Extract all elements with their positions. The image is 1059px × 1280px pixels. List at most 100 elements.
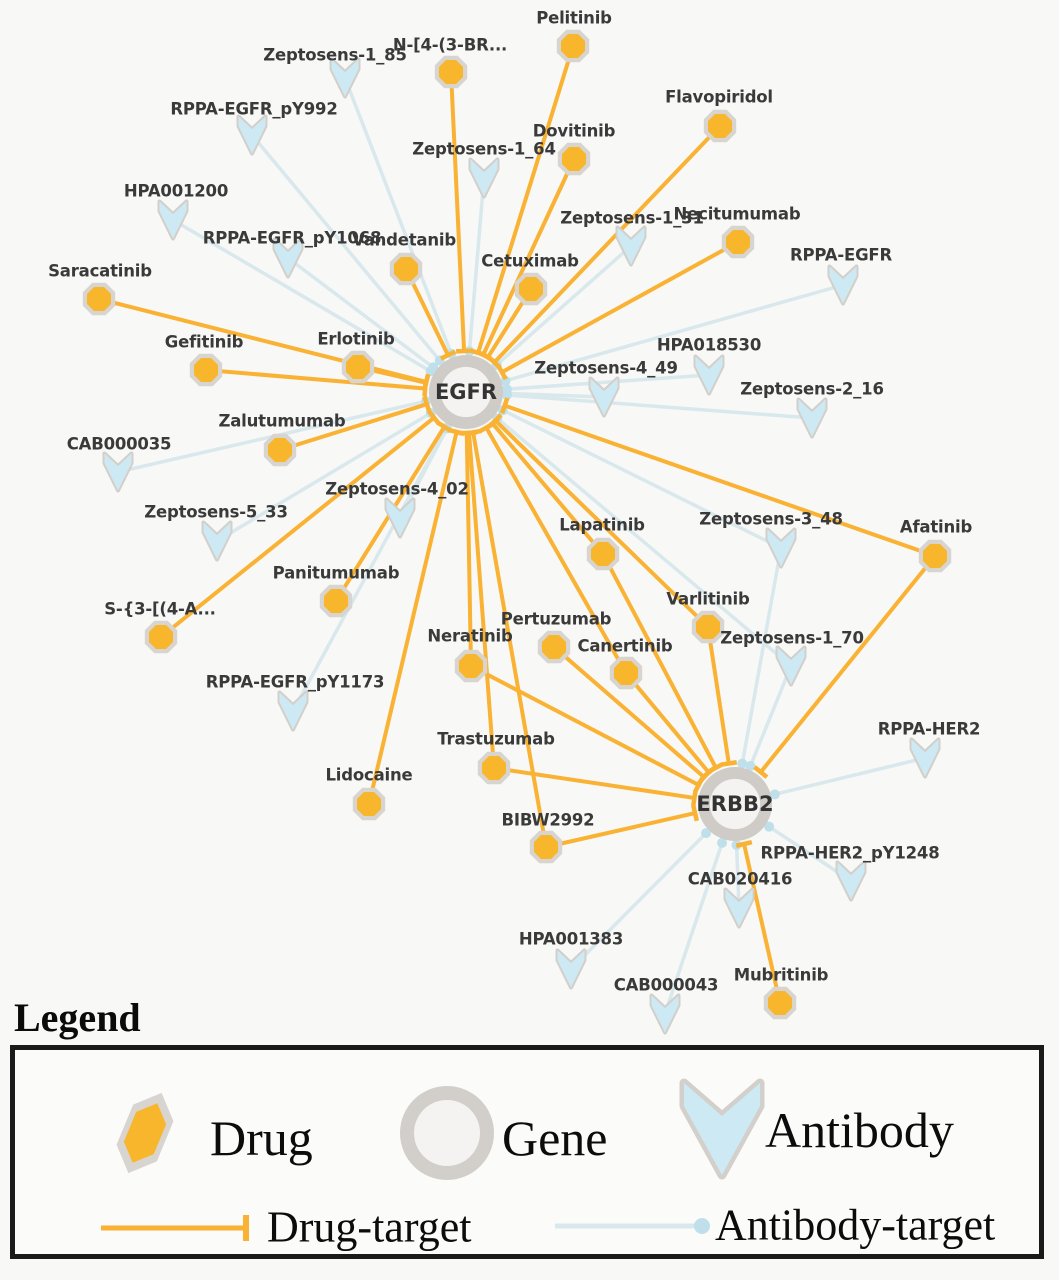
node-drug-lapatinib: [586, 537, 620, 571]
node-drug-necitumumab: [721, 225, 755, 259]
node-label-pertuzumab: Pertuzumab: [501, 610, 612, 629]
edge-drug-target-mubritinib-erbb2: [735, 840, 782, 1004]
node-label-rppa-her2: RPPA-HER2: [878, 720, 980, 739]
antibody-target-edge-icon: [555, 1218, 710, 1234]
node-label-neratinib: Neratinib: [427, 627, 513, 646]
edge-antibody-target-zeptosens-1-70-erbb2: [745, 665, 793, 772]
node-antibody-hpa001383: [555, 948, 587, 990]
edge-drug-target-zalutumumab-egfr: [279, 395, 432, 452]
node-label-panitumumab: Panitumumab: [273, 564, 400, 583]
edge-antibody-target-zeptosens-2-16-egfr: [501, 390, 813, 420]
node-antibody-hpa018530: [693, 354, 725, 396]
node-label-cab000035: CAB000035: [67, 435, 172, 454]
node-antibody-cab000043: [649, 993, 681, 1035]
node-label-zeptosens-4-02: Zeptosens-4_02: [325, 480, 469, 499]
node-label-zeptosens-1-70: Zeptosens-1_70: [720, 629, 864, 648]
node-label-dovitinib: Dovitinib: [533, 122, 616, 141]
node-drug-dovitinib: [557, 142, 591, 176]
node-label-hpa018530: HPA018530: [657, 336, 761, 355]
edge-antibody-target-rppa-egfr-py1068-egfr: [286, 256, 439, 373]
node-antibody-zeptosens-1-31: [615, 225, 647, 267]
legend-box: Drug Gene Antibody Drug-target Antibody-…: [10, 1045, 1044, 1259]
edge-drug-target-afatinib-egfr: [499, 397, 936, 558]
node-label-zeptosens-4-49: Zeptosens-4_49: [534, 359, 678, 378]
node-drug-erlotinib: [341, 350, 375, 384]
node-drug-afatinib: [918, 539, 952, 573]
node-antibody-rppa-her2: [909, 737, 941, 779]
node-drug-pelitinib: [556, 29, 590, 63]
node-label-lidocaine: Lidocaine: [325, 766, 412, 785]
node-label-hpa001383: HPA001383: [519, 930, 623, 949]
edge-drug-target-s-3-4-a-egfr: [159, 410, 441, 639]
gene-node-icon: [400, 1086, 494, 1180]
node-drug-canertinib: [609, 656, 643, 690]
node-drug-flavopiridol: [703, 109, 737, 143]
node-drug-n-4-3-br: [434, 55, 468, 89]
node-antibody-rppa-egfr-py992: [236, 114, 268, 156]
node-antibody-zeptosens-4-02: [384, 497, 416, 539]
node-label-zeptosens-5-33: Zeptosens-5_33: [144, 503, 288, 522]
node-antibody-cab000035: [102, 451, 134, 493]
node-label-rppa-egfr-py1173: RPPA-EGFR_pY1173: [206, 673, 385, 692]
drug-target-edge-icon: [101, 1215, 249, 1241]
node-label-necitumumab: Necitumumab: [674, 205, 801, 224]
node-label-zeptosens-1-85: Zeptosens-1_85: [263, 46, 407, 65]
edge-antibody-target-zeptosens-1-85-egfr: [343, 77, 457, 359]
node-antibody-zeptosens-5-33: [201, 520, 233, 562]
legend-gene-label: Gene: [502, 1110, 608, 1166]
edge-drug-target-n-4-3-br-egfr: [449, 71, 473, 354]
edge-antibody-target-cab000043-erbb2: [663, 837, 728, 1015]
antibody-target-edges: [117, 77, 926, 1015]
node-drug-trastuzumab: [477, 751, 511, 785]
node-drug-saracatinib: [82, 282, 116, 316]
legend-antibody-label: Antibody: [765, 1102, 954, 1158]
node-gene-erbb2: [698, 767, 772, 841]
node-drug-panitumumab: [319, 584, 353, 618]
node-label-rppa-her2-py1248: RPPA-HER2_pY1248: [761, 844, 940, 863]
edge-antibody-target-rppa-her2-erbb2: [769, 756, 926, 800]
node-antibody-rppa-egfr-py1068: [272, 237, 304, 279]
edge-drug-target-canertinib-egfr: [478, 421, 628, 674]
edge-drug-target-trastuzumab-erbb2: [493, 766, 698, 807]
edge-drug-target-bibw2992-egfr: [464, 428, 548, 848]
node-label-cetuximab: Cetuximab: [481, 252, 579, 271]
node-drug-varlitinib: [691, 610, 725, 644]
node-label-cab020416: CAB020416: [688, 870, 793, 889]
node-label-rppa-egfr-py992: RPPA-EGFR_pY992: [170, 100, 337, 119]
node-label-canertinib: Canertinib: [577, 637, 672, 656]
gene-label-egfr: EGFR: [435, 380, 497, 404]
node-drug-cetuximab: [514, 272, 548, 306]
node-antibody-rppa-egfr: [827, 264, 859, 306]
node-label-cab000043: CAB000043: [614, 976, 719, 995]
node-label-flavopiridol: Flavopiridol: [665, 88, 773, 107]
node-label-varlitinib: Varlitinib: [666, 590, 750, 609]
node-label-lapatinib: Lapatinib: [559, 516, 645, 535]
edge-drug-target-neratinib-erbb2: [470, 664, 705, 794]
edge-drug-target-varlitinib-erbb2: [706, 626, 738, 767]
node-drug-mubritinib: [763, 986, 797, 1020]
node-antibody-zeptosens-4-49: [588, 376, 620, 418]
node-label-pelitinib: Pelitinib: [536, 9, 612, 28]
node-antibody-zeptosens-1-70: [775, 645, 807, 687]
node-antibody-zeptosens-3-48: [765, 527, 797, 569]
drug-node-icon: [116, 1092, 174, 1174]
node-drug-lidocaine: [352, 787, 386, 821]
node-drug-neratinib: [454, 649, 488, 683]
node-drug-s-3-4-a: [144, 620, 178, 654]
edge-drug-target-bibw2992-erbb2: [545, 804, 699, 849]
edge-drug-target-afatinib-erbb2: [753, 554, 937, 779]
node-antibody-zeptosens-1-85: [329, 57, 361, 99]
drug-target-edges: [98, 45, 937, 1004]
node-antibody-rppa-egfr-py1173: [277, 690, 309, 732]
node-drug-gefitinib: [189, 353, 223, 387]
legend-antibody-target-label: Antibody-target: [715, 1200, 996, 1250]
node-label-trastuzumab: Trastuzumab: [437, 730, 555, 749]
node-label-erlotinib: Erlotinib: [317, 330, 395, 349]
node-drug-pertuzumab: [537, 630, 571, 664]
edge-drug-target-necitumumab-egfr: [496, 240, 739, 381]
node-label-vandetanib: Vandetanib: [352, 231, 456, 250]
node-antibody-cab020416: [723, 887, 755, 929]
node-label-rppa-egfr-py1068: RPPA-EGFR_pY1068: [203, 229, 382, 248]
node-label-zeptosens-3-48: Zeptosens-3_48: [699, 510, 843, 529]
